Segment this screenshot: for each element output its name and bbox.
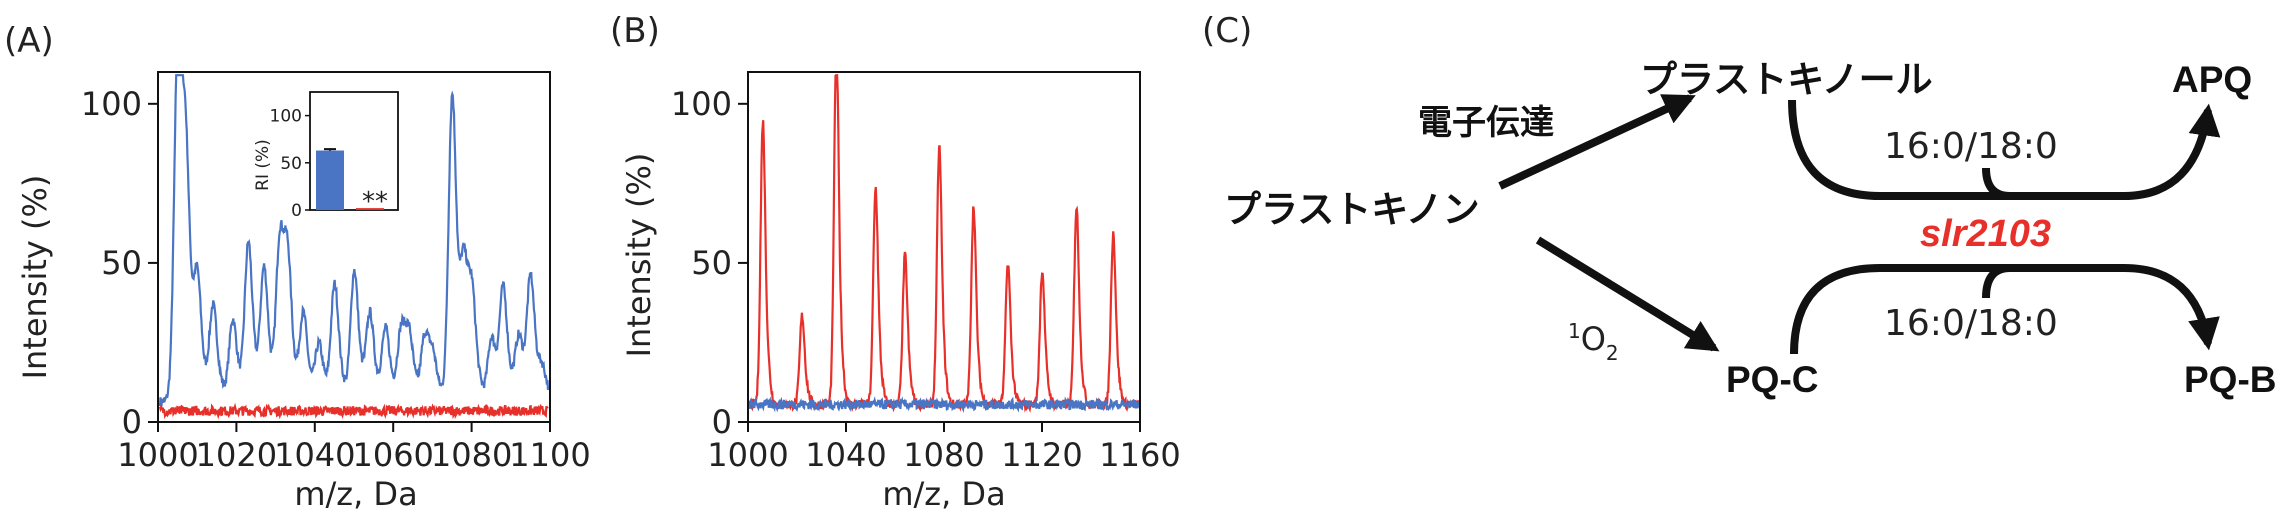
inset-bars bbox=[316, 148, 384, 210]
chart-a-xlabel: m/z, Da bbox=[294, 475, 417, 513]
chart-a-series bbox=[158, 74, 550, 420]
chart-a-xtick-label: 1060 bbox=[352, 436, 433, 474]
chart-a-ytick-label: 0 bbox=[122, 403, 142, 441]
chart-b-xtick-label: 1160 bbox=[1099, 436, 1180, 474]
chart-b-ylabel: Intensity (%) bbox=[620, 153, 658, 358]
chart-b-xtick-label: 1080 bbox=[903, 436, 984, 474]
label-electron-transport: 電子伝達 bbox=[1418, 103, 1554, 143]
arrow-acyl-bottom-branch bbox=[1982, 264, 2011, 299]
node-pq-c: PQ-C bbox=[1726, 359, 1819, 400]
chart-a-inset: 0 50 100 RI (%) ** bbox=[253, 91, 399, 221]
chart-b-xtick-label: 1040 bbox=[805, 436, 886, 474]
chart-b-ticks: 1000 1040 1080 1120 1160 0 50 100 bbox=[671, 85, 1181, 474]
node-plastoquinone: プラストキノン bbox=[1224, 188, 1480, 231]
label-acyl-bottom: 16:0/18:0 bbox=[1884, 303, 2058, 344]
inset-ticks: 0 50 100 bbox=[270, 107, 310, 221]
panel-label-b: (B) bbox=[610, 11, 660, 51]
arrow-to-plastoquinol bbox=[1498, 94, 1696, 190]
inset-ytick-label: 100 bbox=[270, 107, 302, 127]
chart-b-xtick-label: 1120 bbox=[1001, 436, 1082, 474]
node-apq: APQ bbox=[2172, 59, 2252, 100]
pathway-diagram: プラストキノン プラストキノール 電子伝達 PQ-C 1O2 APQ PQ-B … bbox=[1224, 58, 2277, 400]
singlet-oxygen-main: O bbox=[1581, 320, 1606, 358]
panel-label-c: (C) bbox=[1202, 11, 1252, 51]
chart-b-series bbox=[748, 74, 1140, 413]
inset-frame bbox=[309, 91, 399, 211]
node-pq-b: PQ-B bbox=[2184, 359, 2277, 400]
chart-b-series-0-line bbox=[748, 74, 1140, 413]
chart-b-ytick-label: 0 bbox=[712, 403, 732, 441]
chart-b-xlabel: m/z, Da bbox=[882, 475, 1005, 513]
chart-b: 1000 1040 1080 1120 1160 0 50 100 m/z, Da Inten… bbox=[620, 71, 1181, 513]
arrow-acyl-top-branch bbox=[1982, 167, 2011, 200]
chart-a-ylabel: Intensity (%) bbox=[16, 175, 54, 380]
inset-ytick-label: 50 bbox=[280, 154, 302, 174]
panel-label-a: (A) bbox=[4, 21, 54, 61]
inset-ytick-label: 0 bbox=[291, 201, 302, 221]
inset-bar-0 bbox=[316, 150, 344, 210]
singlet-oxygen-subscript: 2 bbox=[1606, 341, 1619, 365]
chart-b-series-1-line bbox=[748, 396, 1140, 413]
inset-ylabel: RI (%) bbox=[253, 139, 273, 191]
chart-a-xtick-label: 1080 bbox=[431, 436, 512, 474]
label-acyl-top: 16:0/18:0 bbox=[1884, 126, 2058, 167]
chart-a-xtick-label: 1100 bbox=[509, 436, 590, 474]
inset-bar-1 bbox=[356, 208, 384, 210]
singlet-oxygen-superscript: 1 bbox=[1568, 319, 1581, 343]
node-plastoquinol: プラストキノール bbox=[1640, 58, 1933, 101]
chart-a-ytick-label: 100 bbox=[81, 85, 142, 123]
chart-a-series-0-line bbox=[158, 74, 550, 407]
inset-significance: ** bbox=[362, 187, 388, 217]
arrow-to-pq-b bbox=[1790, 264, 2220, 355]
chart-a-xtick-label: 1020 bbox=[196, 436, 277, 474]
chart-a-xtick-label: 1040 bbox=[274, 436, 355, 474]
label-gene-slr2103: slr2103 bbox=[1920, 213, 2051, 255]
chart-a-series-1-line bbox=[158, 402, 549, 420]
chart-a-frame bbox=[157, 71, 551, 423]
arrow-to-pq-c bbox=[1535, 236, 1720, 352]
chart-b-ytick-label: 50 bbox=[691, 244, 732, 282]
chart-a-ytick-label: 50 bbox=[101, 244, 142, 282]
chart-b-xtick-label: 1000 bbox=[707, 436, 788, 474]
label-singlet-oxygen: 1O2 bbox=[1568, 319, 1619, 365]
chart-b-ytick-label: 100 bbox=[671, 85, 732, 123]
chart-a-xtick-label: 1000 bbox=[117, 436, 198, 474]
